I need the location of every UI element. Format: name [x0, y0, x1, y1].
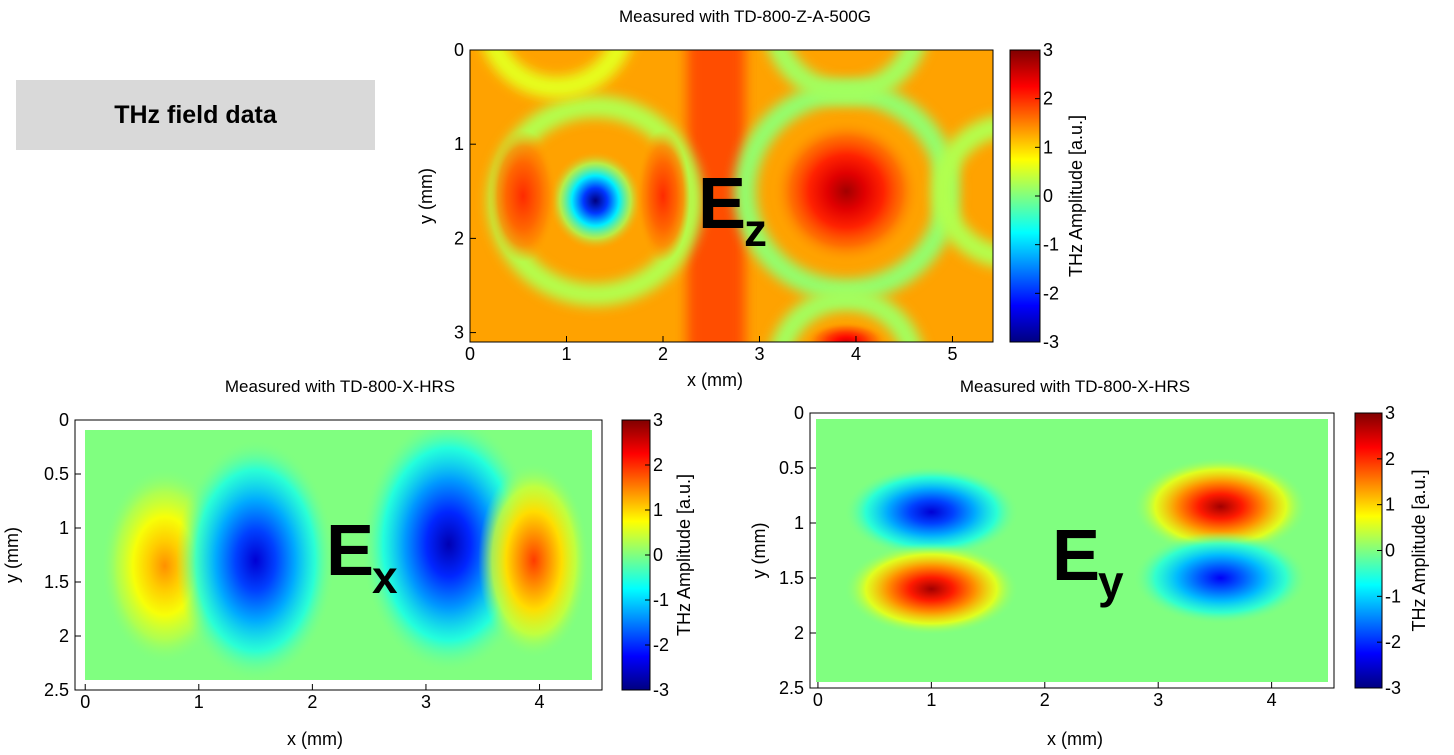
heatmap-peak: [548, 150, 643, 251]
colorbar-tick-label: 2: [1385, 449, 1395, 469]
x-tick-label: 0: [465, 344, 475, 364]
colorbar-label: THz Amplitude [a.u.]: [1066, 115, 1086, 277]
x-axis-label: x (mm): [287, 729, 343, 749]
heatmap: [470, 50, 993, 342]
y-tick-label: 2.5: [779, 678, 804, 698]
x-tick-label: 4: [535, 692, 545, 712]
y-tick-label: 1.5: [44, 572, 69, 592]
field-subscript: z: [744, 204, 767, 256]
heatmap-peak: [805, 322, 887, 342]
x-tick-label: 3: [754, 344, 764, 364]
heatmap-peak: [844, 542, 1019, 636]
colorbar-tick-label: -1: [1385, 586, 1401, 606]
header-box: THz field data: [16, 80, 375, 150]
x-axis-label: x (mm): [687, 370, 743, 390]
x-tick-label: 2: [658, 344, 668, 364]
x-tick-label: 0: [80, 692, 90, 712]
colorbar-tick-label: 0: [1385, 541, 1395, 561]
heatmap-ring: [931, 116, 993, 267]
heatmap-ring: [771, 288, 922, 342]
y-tick-label: 0.5: [779, 458, 804, 478]
x-tick-label: 1: [561, 344, 571, 364]
x-tick-label: 1: [194, 692, 204, 712]
x-tick-label: 1: [926, 690, 936, 710]
colorbar-tick-label: -2: [1043, 283, 1059, 303]
x-tick-label: 4: [851, 344, 861, 364]
colorbar-tick-label: 1: [1043, 137, 1053, 157]
colorbar-tick-label: 3: [1385, 403, 1395, 423]
x-axis-label: x (mm): [1047, 729, 1103, 749]
heatmap: [816, 419, 1328, 682]
plot-margin: [67, 412, 610, 698]
colorbar-tick-label: 3: [653, 410, 663, 430]
colorbar-tick-label: 0: [1043, 186, 1053, 206]
field-label: E: [326, 511, 374, 591]
field-subscript: y: [1098, 556, 1124, 608]
y-tick-label: 1: [59, 518, 69, 538]
colorbar-tick-label: -3: [653, 680, 669, 700]
x-tick-label: 3: [1153, 690, 1163, 710]
y-axis-label: y (mm): [749, 523, 769, 579]
x-tick-label: 2: [307, 692, 317, 712]
x-tick-label: 0: [813, 690, 823, 710]
colorbar-label: THz Amplitude [a.u.]: [674, 474, 694, 636]
plot-frame: [469, 49, 994, 343]
colorbar-tick-label: 0: [653, 545, 663, 565]
y-tick-label: 2: [794, 623, 804, 643]
y-tick-label: 0: [794, 403, 804, 423]
colorbar-tick-label: -3: [1385, 678, 1401, 698]
colorbar-tick-label: -3: [1043, 332, 1059, 352]
plot-frame: [74, 419, 603, 691]
y-axis-label: y (mm): [2, 527, 22, 583]
colorbar-tick-label: -1: [653, 590, 669, 610]
heatmap: [85, 430, 592, 680]
colorbar-tick-label: -2: [1385, 632, 1401, 652]
heatmap-peak: [635, 130, 691, 262]
colorbar-label: THz Amplitude [a.u.]: [1409, 469, 1429, 631]
heatmap-peak: [176, 439, 336, 680]
colorbar-tick-label: 1: [1385, 495, 1395, 515]
y-tick-label: 0.5: [44, 464, 69, 484]
x-tick-label: 5: [947, 344, 957, 364]
field-subscript: x: [372, 551, 398, 603]
y-tick-label: 2.5: [44, 680, 69, 700]
heatmap-peak: [772, 118, 921, 264]
x-tick-label: 2: [1040, 690, 1050, 710]
plot-margin: [806, 409, 1338, 692]
colorbar-tick-label: 2: [1043, 89, 1053, 109]
y-tick-label: 3: [454, 323, 464, 343]
heatmap-peak: [489, 130, 557, 262]
y-tick-label: 2: [59, 626, 69, 646]
colorbar-tick-label: -2: [653, 635, 669, 655]
colorbar-tick-label: 1: [653, 500, 663, 520]
y-tick-label: 1: [794, 513, 804, 533]
y-tick-label: 0: [454, 40, 464, 60]
chart-title: Measured with TD-800-X-HRS: [960, 377, 1190, 396]
y-tick-label: 0: [59, 410, 69, 430]
colorbar-tick-label: -1: [1043, 235, 1059, 255]
x-tick-label: 4: [1267, 690, 1277, 710]
chart-title: Measured with TD-800-Z-A-500G: [619, 7, 871, 26]
colorbar-tick-label: 2: [653, 455, 663, 475]
heatmap-ring: [768, 50, 925, 104]
y-tick-label: 1.5: [779, 568, 804, 588]
heatmap-peak: [1133, 457, 1308, 556]
heatmap-peak: [478, 462, 590, 659]
y-tick-label: 1: [454, 134, 464, 154]
chart-title: Measured with TD-800-X-HRS: [225, 377, 455, 396]
field-label: E: [698, 164, 746, 244]
field-label: E: [1052, 516, 1100, 596]
colorbar-tick-label: 3: [1043, 40, 1053, 60]
y-axis-label: y (mm): [416, 168, 436, 224]
heatmap-ring: [483, 50, 630, 99]
heatmap-peak: [1133, 531, 1308, 625]
heatmap-peak: [844, 465, 1019, 559]
x-tick-label: 3: [421, 692, 431, 712]
y-tick-label: 2: [454, 228, 464, 248]
plot-frame: [809, 412, 1335, 689]
